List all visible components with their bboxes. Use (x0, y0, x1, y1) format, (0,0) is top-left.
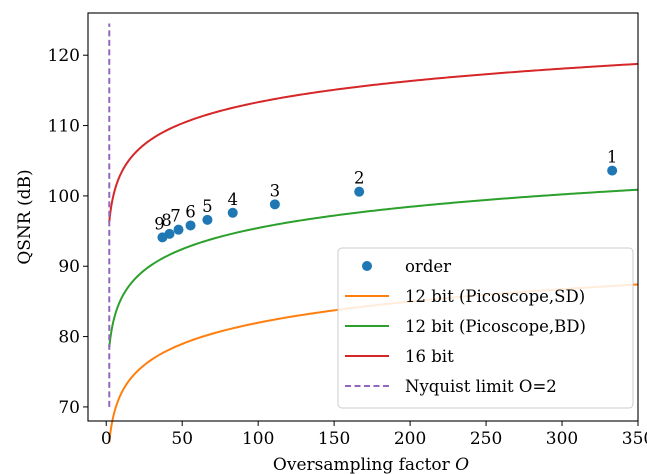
x-tick-label: 250 (470, 429, 502, 449)
series-line-16-bit (108, 62, 639, 222)
order-point (173, 224, 184, 235)
order-point (354, 186, 365, 197)
order-point-label: 6 (185, 202, 196, 221)
order-point-label: 9 (154, 214, 165, 233)
y-axis-ticks: 70 80 90 100 110 120 (48, 46, 88, 418)
legend-label: order (405, 257, 451, 276)
legend-marker (362, 261, 372, 271)
legend-label: Nyquist limit O=2 (405, 377, 557, 396)
order-point (185, 220, 196, 231)
x-tick-label: 200 (394, 429, 426, 449)
y-tick-label: 90 (58, 257, 80, 277)
x-axis-label: Oversampling factor O (273, 455, 469, 474)
series-line-12-bit-picoscope-bd (108, 188, 639, 348)
y-tick-label: 110 (48, 117, 80, 137)
order-point (157, 232, 168, 243)
x-tick-label: 350 (622, 429, 647, 449)
x-axis-label-text: Oversampling factor (273, 455, 451, 474)
y-axis-label: QSNR (dB) (15, 169, 35, 264)
order-point (269, 199, 280, 210)
order-point-label: 2 (354, 169, 365, 188)
legend: order 12 bit (Picoscope,SD) 12 bit (Picosc… (337, 247, 634, 409)
x-tick-label: 50 (171, 429, 193, 449)
legend-label: 16 bit (405, 347, 454, 366)
order-point (607, 165, 618, 176)
y-tick-label: 80 (58, 328, 80, 348)
order-point-label: 1 (607, 148, 618, 167)
plot-frame (87, 12, 639, 422)
order-point-label: 8 (161, 211, 172, 230)
legend-label: 12 bit (Picoscope,SD) (405, 287, 585, 306)
x-tick-label: 100 (242, 429, 274, 449)
order-point-label: 5 (202, 197, 213, 216)
order-point-label: 7 (170, 207, 181, 226)
legend-label: 12 bit (Picoscope,BD) (405, 317, 586, 336)
legend-box (337, 247, 634, 409)
x-tick-label: 300 (546, 429, 578, 449)
order-point-label: 4 (227, 190, 238, 209)
order-point (227, 207, 238, 218)
x-axis-label-symbol: O (455, 455, 469, 474)
x-tick-label: 0 (101, 429, 112, 449)
y-tick-label: 120 (48, 46, 80, 66)
x-axis-ticks: 0 50 100 150 200 250 300 350 (101, 421, 647, 449)
order-point-label: 3 (270, 181, 281, 200)
order-point (202, 214, 213, 225)
x-tick-label: 150 (318, 429, 350, 449)
y-tick-label: 70 (58, 398, 80, 418)
y-tick-label: 100 (48, 187, 80, 207)
